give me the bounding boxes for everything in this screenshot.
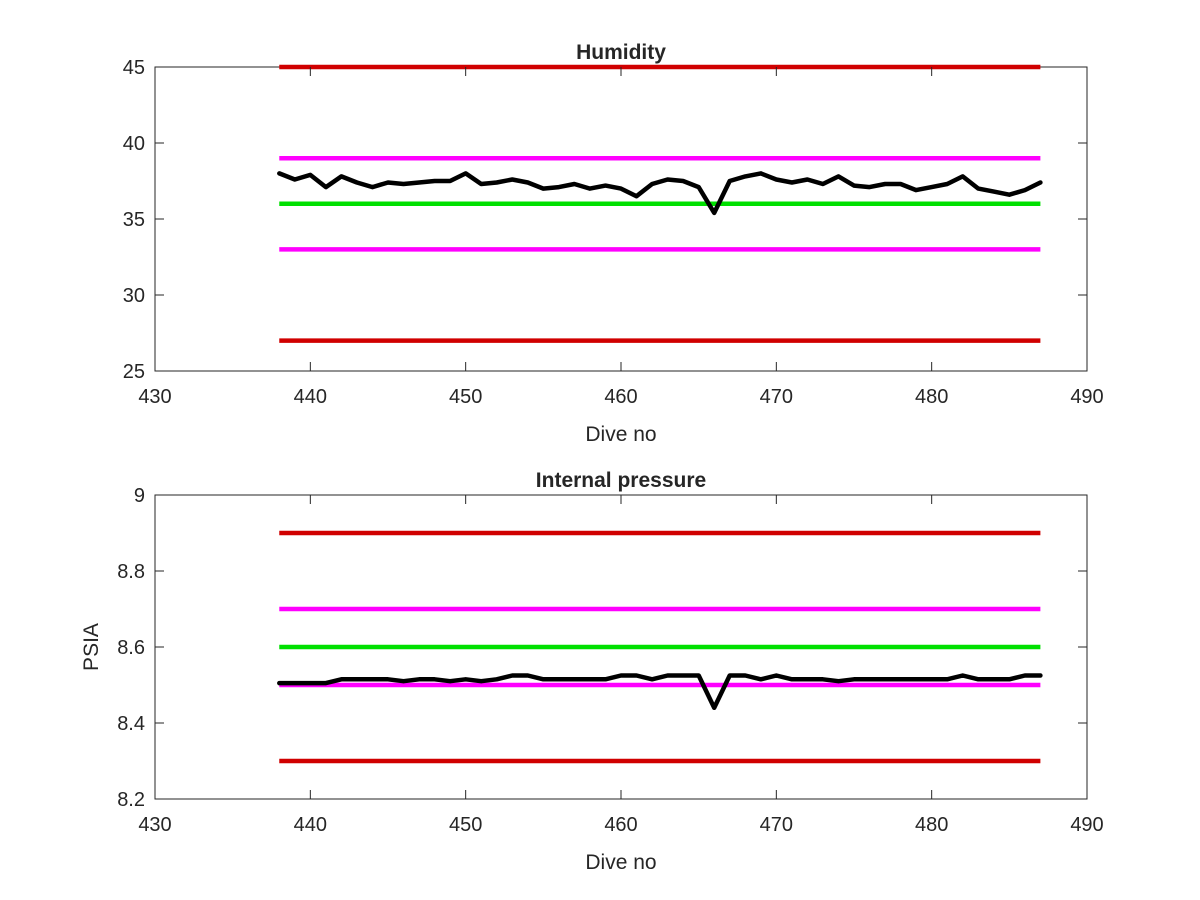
x-tick-label: 480 [915, 386, 948, 408]
y-tick-label: 9 [134, 485, 145, 507]
x-axis-label: Dive no [585, 423, 656, 446]
x-tick-label: 460 [604, 814, 637, 836]
internal-pressure-panel: 430 440 450 460 470 480 490 8.2 8.4 8.6 8.8 9 Intern… [80, 469, 1104, 874]
x-tick-label: 490 [1070, 814, 1103, 836]
y-axis-label: PSIA [80, 623, 103, 671]
x-axis-label: Dive no [585, 851, 656, 874]
y-tick-label: 8.4 [117, 713, 145, 735]
chart-title: Humidity [576, 41, 666, 64]
x-tick-label: 450 [449, 386, 482, 408]
x-tick-label: 440 [294, 386, 327, 408]
x-tick-label: 430 [138, 814, 171, 836]
x-tick-label: 460 [604, 386, 637, 408]
x-tick-label: 470 [760, 814, 793, 836]
x-tick-label: 490 [1070, 386, 1103, 408]
y-tick-label: 35 [123, 209, 145, 231]
x-tick-label: 480 [915, 814, 948, 836]
y-tick-label: 8.2 [117, 789, 145, 811]
chart-title: Internal pressure [536, 469, 706, 492]
x-tick-label: 450 [449, 814, 482, 836]
data-series-line [277, 673, 1043, 711]
x-tick-label: 430 [138, 386, 171, 408]
x-tick-label: 470 [760, 386, 793, 408]
y-tick-label: 8.8 [117, 561, 145, 583]
x-tick-label: 440 [294, 814, 327, 836]
data-series-line [277, 171, 1043, 216]
humidity-panel: 430 440 450 460 470 480 490 25 30 35 40 45 Humidity D… [123, 41, 1104, 446]
y-tick-label: 30 [123, 285, 145, 307]
axes-box [154, 66, 1088, 372]
y-tick-label: 8.6 [117, 637, 145, 659]
y-tick-label: 45 [123, 57, 145, 79]
y-tick-label: 25 [123, 361, 145, 383]
y-tick-label: 40 [123, 133, 145, 155]
